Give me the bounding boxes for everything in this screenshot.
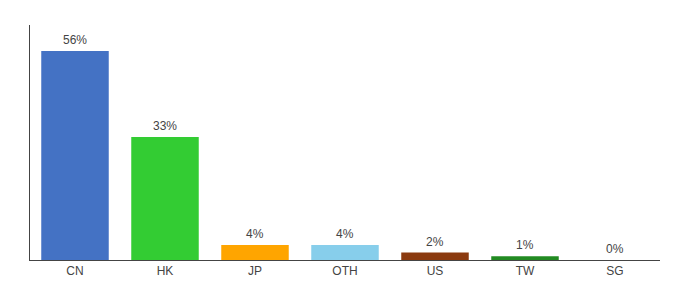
svg-text:JP: JP <box>248 264 262 278</box>
svg-text:OTH: OTH <box>332 264 357 278</box>
svg-text:CN: CN <box>66 264 83 278</box>
svg-text:2%: 2% <box>426 235 444 249</box>
svg-text:4%: 4% <box>246 227 264 241</box>
svg-text:1%: 1% <box>516 238 534 252</box>
svg-text:HK: HK <box>157 264 174 278</box>
svg-text:56%: 56% <box>63 33 87 47</box>
svg-text:33%: 33% <box>153 119 177 133</box>
svg-text:0%: 0% <box>606 242 624 256</box>
svg-text:US: US <box>427 264 444 278</box>
svg-text:TW: TW <box>516 264 535 278</box>
svg-text:4%: 4% <box>336 227 354 241</box>
svg-text:SG: SG <box>606 264 623 278</box>
